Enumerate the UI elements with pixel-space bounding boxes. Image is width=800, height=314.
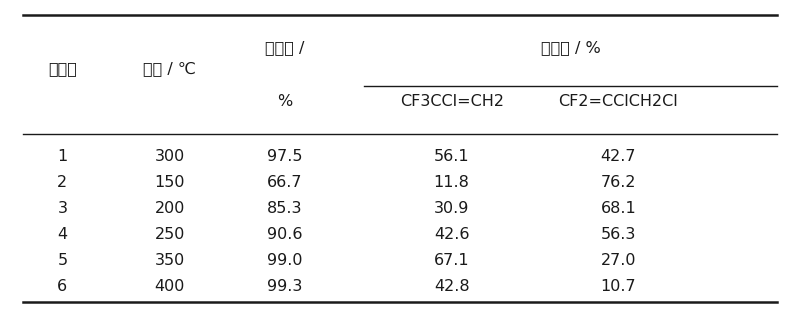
Text: 选择性 / %: 选择性 / %: [541, 40, 601, 55]
Text: 67.1: 67.1: [434, 253, 470, 268]
Text: 6: 6: [58, 279, 67, 294]
Text: 150: 150: [154, 176, 185, 190]
Text: 76.2: 76.2: [601, 176, 636, 190]
Text: 250: 250: [154, 227, 185, 242]
Text: 56.3: 56.3: [601, 227, 636, 242]
Text: %: %: [277, 94, 293, 109]
Text: 1: 1: [58, 149, 67, 165]
Text: 温度 / ℃: 温度 / ℃: [143, 61, 196, 76]
Text: 56.1: 56.1: [434, 149, 470, 165]
Text: 200: 200: [154, 201, 185, 216]
Text: 30.9: 30.9: [434, 201, 470, 216]
Text: 5: 5: [58, 253, 67, 268]
Text: 350: 350: [154, 253, 185, 268]
Text: CF2=CClCH2Cl: CF2=CClCH2Cl: [558, 94, 678, 109]
Text: 300: 300: [154, 149, 185, 165]
Text: CF3CCl=CH2: CF3CCl=CH2: [400, 94, 504, 109]
Text: 97.5: 97.5: [267, 149, 302, 165]
Text: 转化率 /: 转化率 /: [265, 40, 305, 55]
Text: 99.3: 99.3: [267, 279, 302, 294]
Text: 27.0: 27.0: [601, 253, 636, 268]
Text: 68.1: 68.1: [601, 201, 636, 216]
Text: 66.7: 66.7: [267, 176, 302, 190]
Text: 11.8: 11.8: [434, 176, 470, 190]
Text: 85.3: 85.3: [267, 201, 302, 216]
Text: 10.7: 10.7: [601, 279, 636, 294]
Text: 42.7: 42.7: [601, 149, 636, 165]
Text: 400: 400: [154, 279, 185, 294]
Text: 42.8: 42.8: [434, 279, 470, 294]
Text: 3: 3: [58, 201, 67, 216]
Text: 99.0: 99.0: [267, 253, 302, 268]
Text: 4: 4: [58, 227, 67, 242]
Text: 实施例: 实施例: [48, 61, 77, 76]
Text: 2: 2: [58, 176, 67, 190]
Text: 90.6: 90.6: [267, 227, 302, 242]
Text: 42.6: 42.6: [434, 227, 470, 242]
